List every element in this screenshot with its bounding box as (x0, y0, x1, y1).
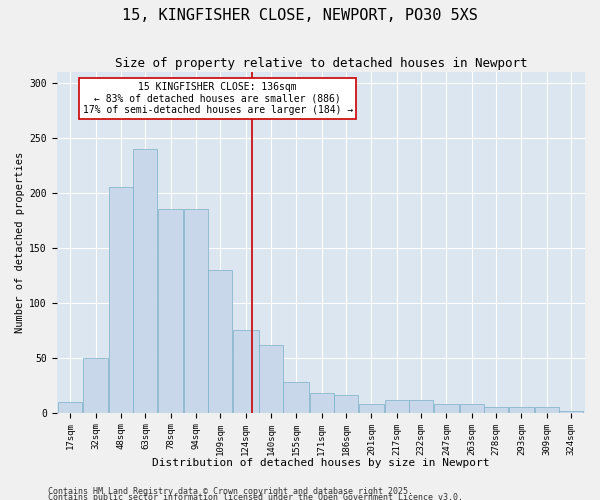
Text: Contains public sector information licensed under the Open Government Licence v3: Contains public sector information licen… (48, 492, 463, 500)
Bar (283, 382, 309, 413)
Bar (334, 395, 358, 413)
Bar (83, 358, 109, 413)
Bar (109, 187, 133, 413)
Bar (559, 410, 583, 413)
Bar (535, 407, 559, 413)
Title: Size of property relative to detached houses in Newport: Size of property relative to detached ho… (115, 58, 527, 70)
Bar (385, 400, 409, 413)
Bar (484, 407, 508, 413)
Bar (460, 404, 484, 413)
Bar (184, 209, 208, 413)
Y-axis label: Number of detached properties: Number of detached properties (15, 152, 25, 333)
X-axis label: Distribution of detached houses by size in Newport: Distribution of detached houses by size … (152, 458, 490, 468)
Bar (58, 402, 82, 413)
Text: 15 KINGFISHER CLOSE: 136sqm
← 83% of detached houses are smaller (886)
17% of se: 15 KINGFISHER CLOSE: 136sqm ← 83% of det… (83, 82, 353, 115)
Bar (158, 209, 184, 413)
Bar (310, 393, 334, 413)
Bar (208, 270, 232, 413)
Bar (409, 400, 433, 413)
Bar (359, 404, 384, 413)
Text: Contains HM Land Registry data © Crown copyright and database right 2025.: Contains HM Land Registry data © Crown c… (48, 487, 413, 496)
Bar (434, 404, 459, 413)
Bar (233, 330, 259, 413)
Text: 15, KINGFISHER CLOSE, NEWPORT, PO30 5XS: 15, KINGFISHER CLOSE, NEWPORT, PO30 5XS (122, 8, 478, 22)
Bar (259, 344, 283, 413)
Bar (133, 148, 157, 413)
Bar (509, 407, 534, 413)
